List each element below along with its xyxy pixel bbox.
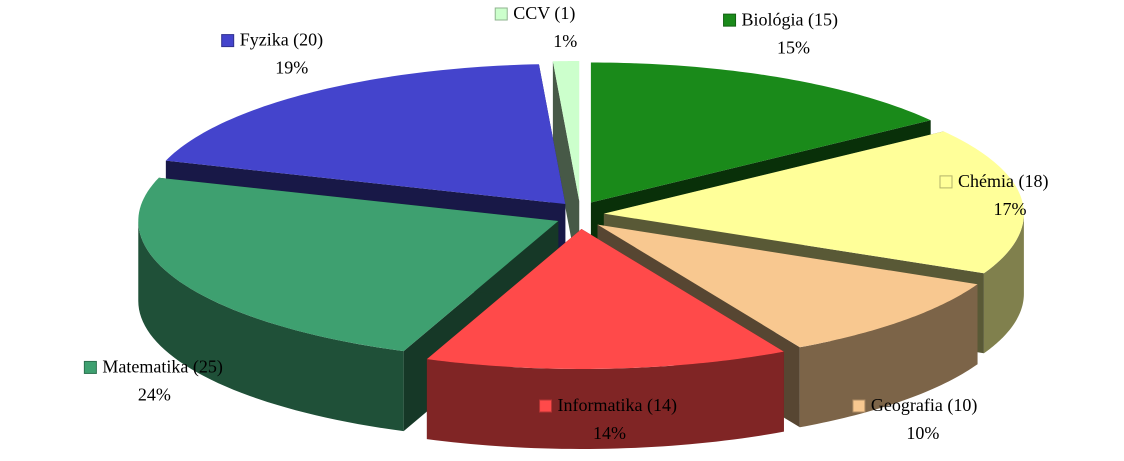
- value-label: 19%: [275, 58, 308, 78]
- legend-swatch: [852, 399, 866, 413]
- legend-swatch: [723, 13, 737, 27]
- slice-label: Chémia (18): [958, 171, 1048, 192]
- slice-wall: [799, 284, 978, 428]
- slice-top: [597, 224, 978, 348]
- slice-label: Informatika (14): [558, 395, 677, 416]
- slice-top: [552, 61, 580, 202]
- legend-swatch: [83, 360, 97, 374]
- value-label: 1%: [553, 31, 577, 51]
- slice-top: [165, 64, 566, 204]
- slice-wall: [138, 220, 404, 432]
- value-label: 10%: [906, 423, 939, 443]
- slice-top: [138, 177, 559, 352]
- slice: [426, 228, 784, 449]
- value-label: 15%: [777, 37, 810, 57]
- slice-label: Geografia (10): [871, 395, 977, 416]
- slice-top: [603, 131, 1024, 274]
- legend-swatch: [939, 175, 953, 189]
- slice-top: [426, 228, 784, 369]
- legend-swatch: [221, 34, 235, 48]
- value-label: 17%: [994, 199, 1027, 219]
- slice-wall: [426, 351, 784, 449]
- slice-label: Biológia (15): [742, 9, 839, 30]
- slice-side: [552, 61, 580, 282]
- slice-label: Fyzika (20): [240, 30, 323, 51]
- slice-label: CCV (1): [513, 3, 575, 24]
- legend-swatch: [539, 399, 553, 413]
- legend-swatch: [494, 7, 508, 21]
- slice-label: Matematika (25): [102, 357, 222, 378]
- slice-top: [590, 62, 931, 203]
- value-label: 24%: [138, 385, 171, 405]
- slice-wall: [983, 213, 1024, 354]
- slice: [552, 61, 580, 282]
- value-label: 14%: [593, 423, 626, 443]
